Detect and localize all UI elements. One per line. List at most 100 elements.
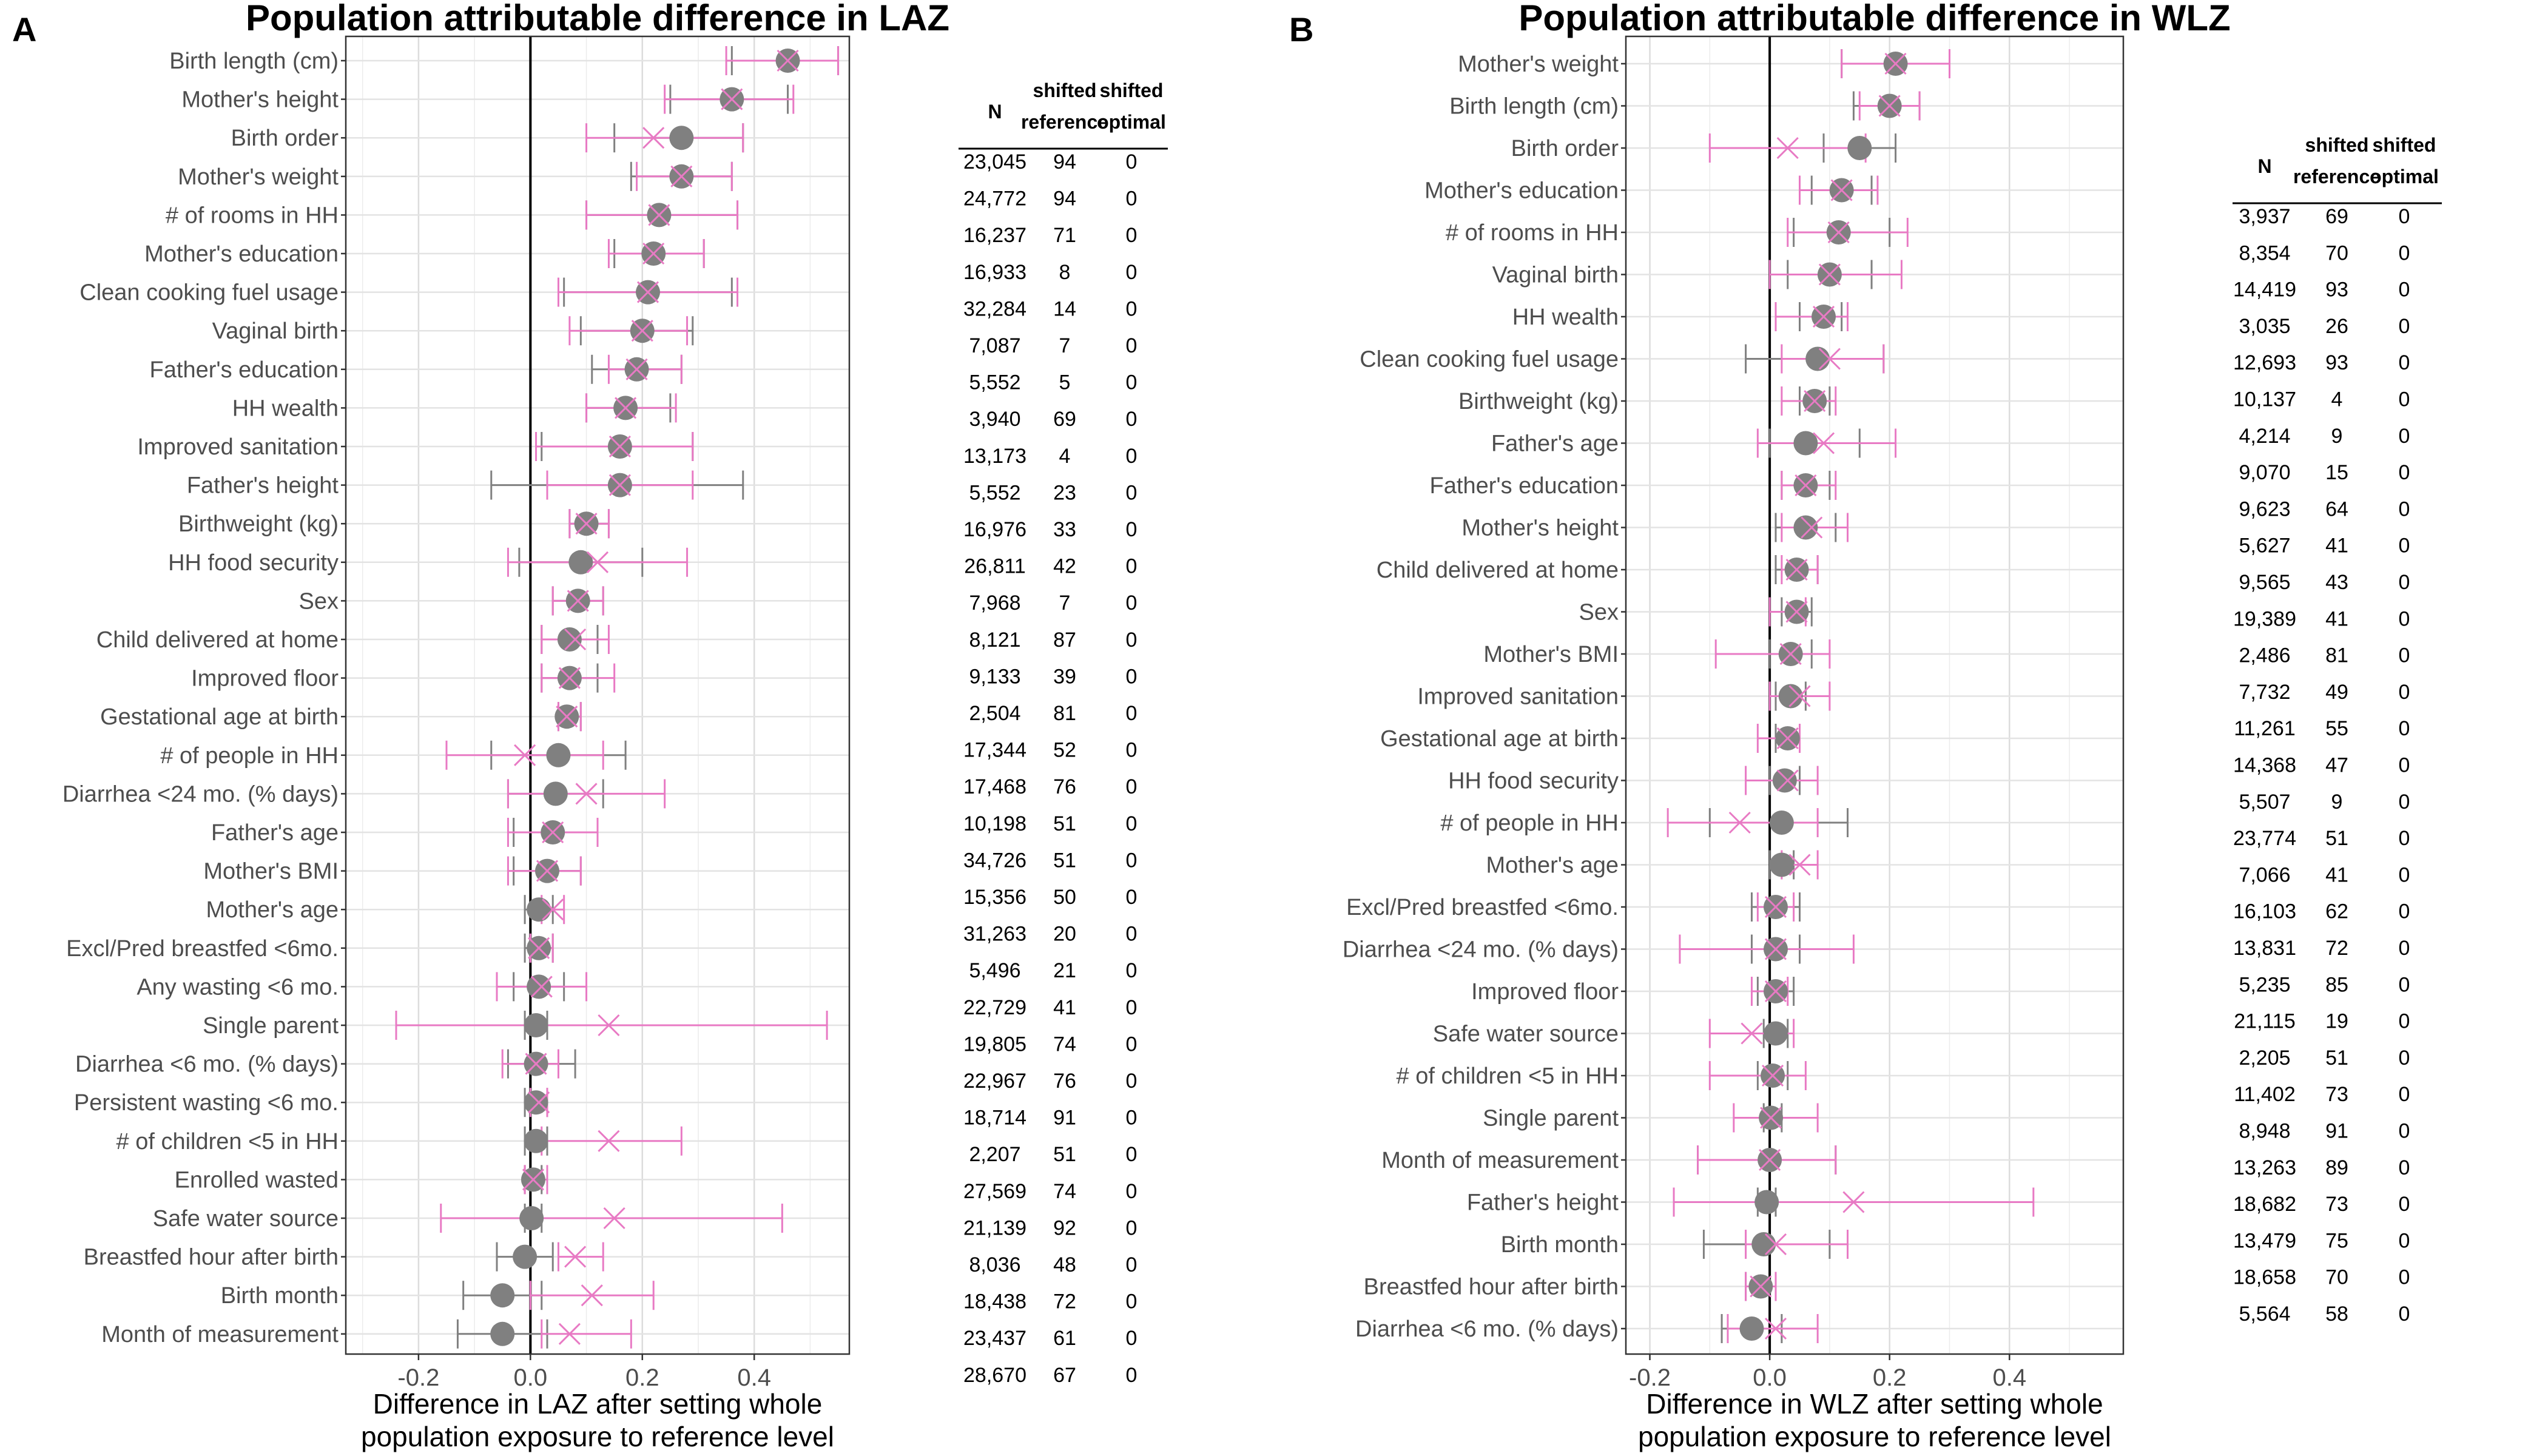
x-axis-label-line: Difference in LAZ after setting whole [373, 1388, 823, 1420]
table-cell-optimal: 0 [2399, 1303, 2410, 1326]
table-cell-n: 19,389 [2233, 607, 2296, 630]
data-point [1793, 515, 1818, 540]
data-point-x [564, 628, 587, 651]
data-point-x [556, 706, 578, 728]
data-point [1769, 811, 1794, 835]
category-label: Improved floor [191, 666, 339, 692]
table-cell-reference: 33 [1053, 518, 1076, 541]
plot-frame [345, 35, 851, 1355]
table-cell-n: 21,115 [2234, 1010, 2295, 1033]
table-cell-optimal: 0 [1126, 408, 1138, 431]
table-cell-optimal: 0 [2399, 1010, 2410, 1033]
table-cell-optimal: 0 [1126, 1290, 1138, 1313]
category-label: Persistent wasting <6 mo. [74, 1090, 339, 1116]
table-cell-reference: 64 [2325, 497, 2348, 521]
data-point-x [1788, 854, 1811, 876]
table-cell-optimal: 0 [1126, 334, 1138, 357]
table-cell-reference: 87 [1053, 629, 1076, 652]
table-cell-optimal: 0 [1126, 959, 1138, 982]
table-cell-n: 14,368 [2233, 754, 2296, 777]
category-label: Father's education [1430, 473, 1619, 499]
table-cell-optimal: 0 [1126, 775, 1138, 798]
data-point [1772, 768, 1797, 793]
table-cell-optimal: 0 [1126, 518, 1138, 541]
table-cell-reference: 26 [2325, 315, 2348, 338]
table-cell-reference: 4 [2331, 388, 2343, 411]
category-label: Mother's BMI [203, 859, 339, 885]
data-point-x [1812, 432, 1835, 454]
table-cell-n: 13,173 [963, 445, 1026, 468]
table-cell-optimal: 0 [1126, 1143, 1138, 1166]
table-cell-n: 13,263 [2233, 1156, 2296, 1179]
table-cell-n: 5,552 [969, 481, 1020, 504]
table-cell-optimal: 0 [1126, 1253, 1138, 1276]
table-cell-optimal: 0 [2399, 973, 2410, 996]
table-cell-reference: 92 [1053, 1216, 1076, 1239]
category-label: Birthweight (kg) [178, 511, 339, 537]
data-point [524, 1128, 548, 1153]
data-point-x [1812, 305, 1835, 328]
category-label: Excl/Pred breastfed <6mo. [66, 936, 339, 962]
table-cell-n: 8,036 [969, 1253, 1020, 1276]
table-cell-reference: 72 [2325, 937, 2348, 960]
table-cell-reference: 71 [1053, 224, 1076, 247]
table-cell-reference: 9 [2331, 425, 2343, 448]
category-label: Birth month [221, 1283, 339, 1309]
table-cell-n: 13,479 [2233, 1229, 2296, 1252]
data-point-x [1776, 727, 1799, 750]
data-point-x [648, 204, 670, 226]
data-point-x [542, 898, 564, 921]
category-label: Diarrhea <6 mo. (% days) [1355, 1316, 1619, 1342]
data-point-x [1804, 389, 1826, 413]
data-point-x [575, 783, 598, 805]
data-point-x [542, 821, 564, 844]
table-cell-reference: 74 [1053, 1033, 1076, 1056]
table-cell-n: 5,564 [2239, 1303, 2290, 1326]
data-point-x [581, 1284, 603, 1307]
table-cell-n: 3,937 [2239, 205, 2290, 228]
category-label: Child delivered at home [96, 627, 339, 653]
category-label: Mother's weight [178, 164, 339, 190]
data-point-x [528, 1091, 550, 1114]
category-label: Improved sanitation [137, 434, 339, 460]
chart-title: Population attributable difference in LA… [246, 0, 949, 38]
table-cell-n: 5,235 [2239, 973, 2290, 996]
table-cell-reference: 51 [1053, 812, 1076, 835]
table-cell-n: 8,354 [2239, 241, 2290, 265]
category-label: Birth month [1501, 1232, 1619, 1258]
category-label: Father's education [150, 357, 339, 383]
table-cell-reference: 91 [2325, 1120, 2348, 1143]
data-point [490, 1321, 515, 1346]
x-tick-label: 0.0 [514, 1364, 548, 1391]
table-cell-reference: 4 [1059, 445, 1071, 468]
data-point-x [598, 1130, 620, 1152]
table-cell-optimal: 0 [1126, 371, 1138, 394]
table-cell-optimal: 0 [2399, 1229, 2410, 1252]
table-cell-optimal: 0 [1126, 1364, 1138, 1387]
data-point-x [631, 320, 653, 342]
category-label: Birth order [1511, 136, 1619, 161]
data-point-x [1830, 179, 1853, 201]
data-point-x [530, 976, 553, 998]
table-cell-n: 11,402 [2234, 1083, 2295, 1106]
table-cell-optimal: 0 [1126, 261, 1138, 284]
data-point-x [525, 1053, 547, 1075]
table-cell-reference: 48 [1053, 1253, 1076, 1276]
category-label: Birth order [231, 126, 339, 151]
table-header-line: optimal [1097, 111, 1166, 133]
category-label: Sex [1579, 600, 1619, 625]
table-cell-n: 10,198 [963, 812, 1026, 835]
table-cell-reference: 23 [1053, 481, 1076, 504]
category-label: Sex [299, 588, 339, 614]
data-point-x [1776, 136, 1799, 160]
x-axis-label: Difference in WLZ after setting whole pop… [1638, 1388, 2111, 1452]
table-cell-n: 26,811 [964, 555, 1025, 578]
data-point-x [1779, 642, 1802, 666]
category-label: Father's height [1467, 1190, 1619, 1216]
data-point-x [1878, 95, 1901, 117]
data-point [1805, 346, 1830, 371]
data-point [543, 781, 568, 806]
table-cell-optimal: 0 [1126, 224, 1138, 247]
category-label: HH wealth [1512, 305, 1619, 330]
